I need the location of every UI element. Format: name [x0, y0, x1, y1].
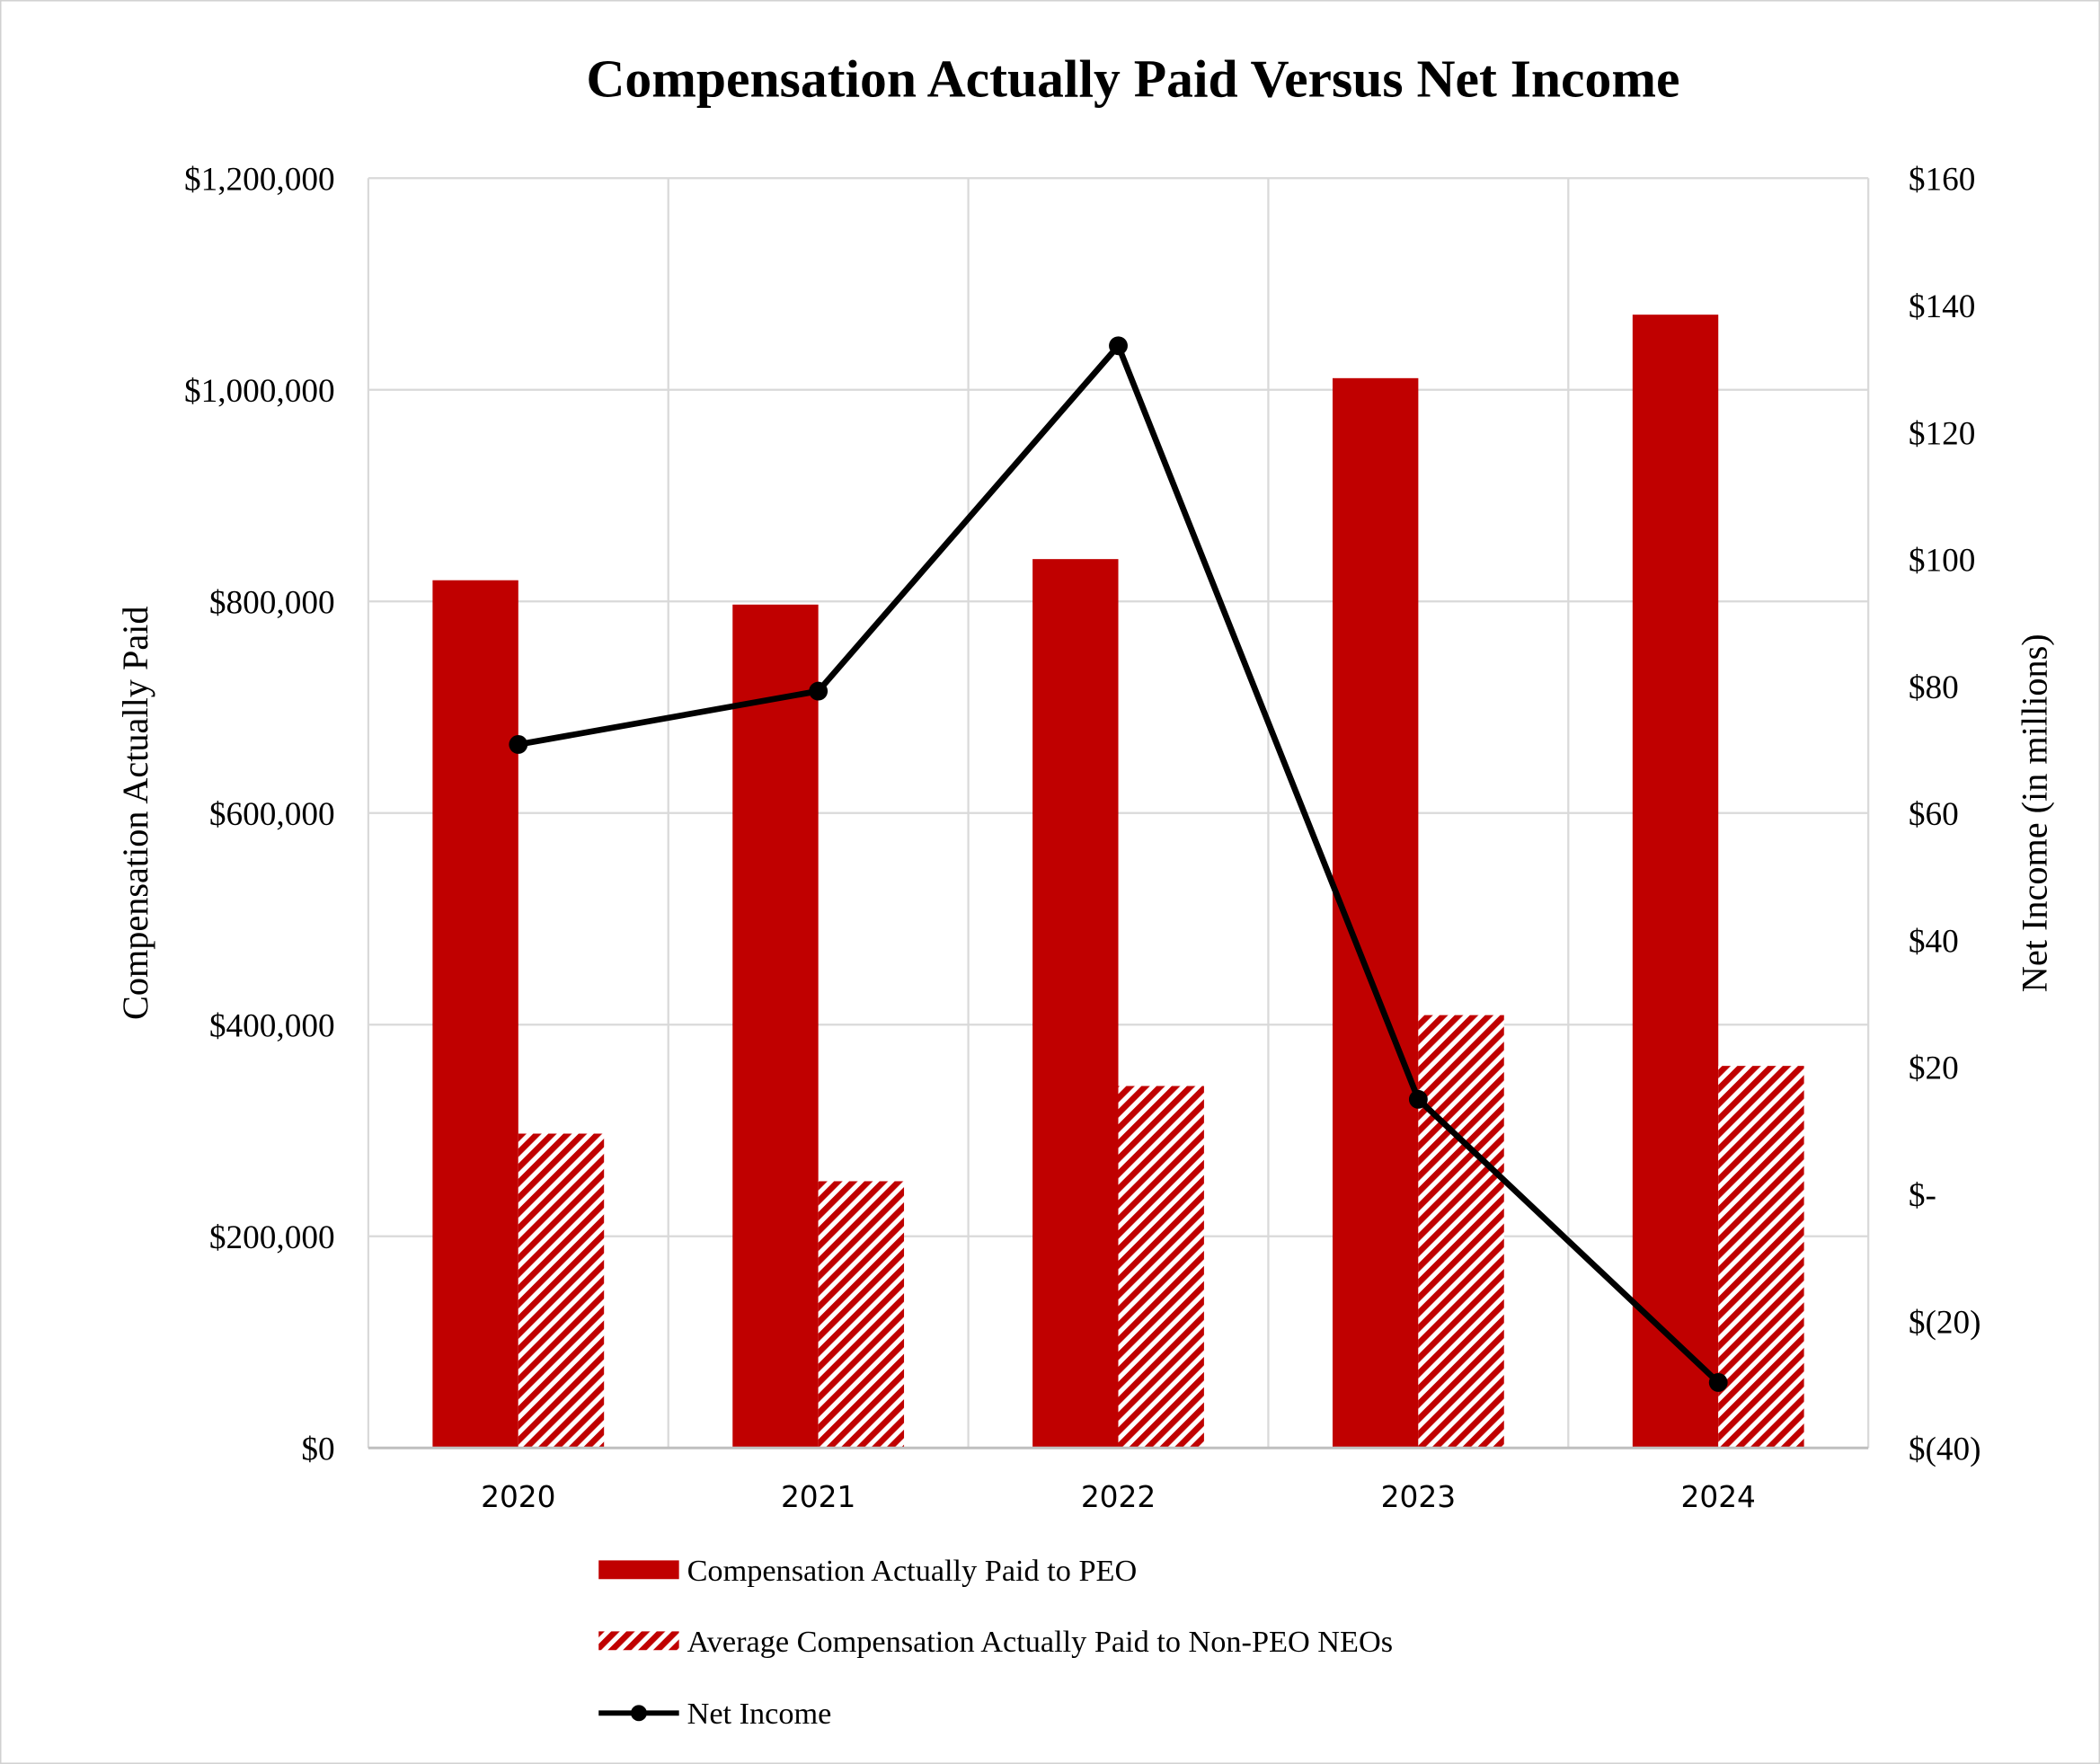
net-income-point-2022 — [1109, 336, 1128, 356]
bar-peo-2021 — [732, 604, 819, 1449]
y2-tick-label: $40 — [1909, 923, 1959, 960]
y2-tick-label: $- — [1909, 1177, 1936, 1214]
y2-tick-label: $20 — [1909, 1050, 1959, 1087]
net-income-point-2024 — [1708, 1373, 1728, 1392]
bar-peo-2020 — [432, 580, 518, 1449]
bar-non-peo-2020 — [518, 1133, 605, 1449]
y2-tick-label: $160 — [1909, 162, 1976, 199]
bar-non-peo-2023 — [1418, 1015, 1504, 1449]
x-tick-label: 2022 — [1081, 1480, 1156, 1514]
y2-axis-label: Net Income (in millions) — [2014, 634, 2054, 992]
y2-tick-label: $(40) — [1909, 1432, 1981, 1468]
bar-non-peo-2021 — [818, 1181, 905, 1449]
y-axis-label: Compensation Actually Paid — [115, 607, 155, 1020]
y2-tick-label: $80 — [1909, 669, 1959, 706]
y2-tick-label: $60 — [1909, 796, 1959, 833]
y-tick-label: $1,000,000 — [184, 373, 335, 410]
y2-tick-label: $140 — [1909, 288, 1976, 325]
bar-peo-2022 — [1032, 559, 1119, 1449]
y2-tick-label: $(20) — [1909, 1304, 1981, 1341]
chart-title: Compensation Actually Paid Versus Net In… — [586, 49, 1679, 108]
legend-label: Net Income — [687, 1697, 832, 1731]
net-income-point-2021 — [809, 681, 828, 701]
net-income-point-2023 — [1408, 1089, 1428, 1109]
y-tick-label: $200,000 — [209, 1219, 335, 1256]
y2-tick-label: $120 — [1909, 415, 1976, 452]
bar-non-peo-2022 — [1118, 1086, 1204, 1449]
y2-tick-label: $100 — [1909, 543, 1976, 580]
x-tick-label: 2020 — [481, 1480, 555, 1514]
y-tick-label: $0 — [301, 1432, 334, 1468]
bar-non-peo-2024 — [1718, 1066, 1804, 1449]
legend-swatch-peo — [598, 1560, 679, 1580]
x-tick-label: 2023 — [1381, 1480, 1456, 1514]
x-tick-label: 2021 — [781, 1480, 855, 1514]
legend-marker-net-income — [630, 1705, 647, 1722]
legend-label: Compensation Actually Paid to PEO — [687, 1554, 1138, 1588]
y-tick-label: $1,200,000 — [184, 162, 335, 199]
y-tick-label: $400,000 — [209, 1008, 335, 1045]
legend-swatch-non-peo — [598, 1631, 679, 1651]
net-income-point-2020 — [509, 735, 528, 754]
y-tick-label: $800,000 — [209, 585, 335, 622]
x-tick-label: 2024 — [1681, 1480, 1756, 1514]
legend-label: Average Compensation Actually Paid to No… — [687, 1625, 1393, 1659]
y-tick-label: $600,000 — [209, 796, 335, 833]
bar-peo-2024 — [1632, 315, 1719, 1449]
